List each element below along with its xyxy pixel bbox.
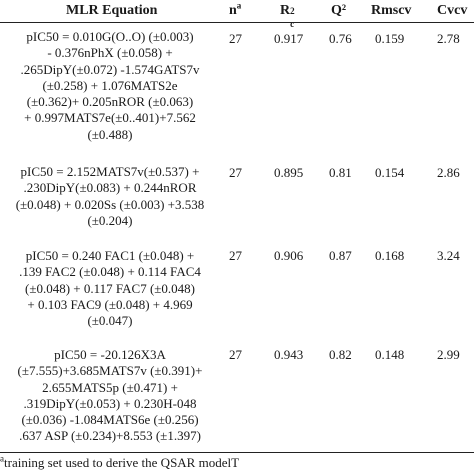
row-4-rmscv: 0.148 [375,347,405,362]
equation-line: (±0.047) [87,313,133,329]
header-cvcv: Cvcv [437,3,468,18]
header-equation: MLR Equation [66,3,158,18]
equation-line: (±0.048) + 0.020Ss (±0.003) +3.538 [15,196,205,212]
row-4-cvcv: 2.99 [437,347,460,362]
equation-line: - 0.376nPhX (±0.058) + [47,45,173,61]
row-1-rmscv: 0.159 [375,31,405,46]
equation-line: (±0.036) -1.084MATS6e (±0.256) [21,412,199,428]
equation-line: + 0.103 FAC9 (±0.048) + 4.969 [27,296,193,312]
row-2-cvcv: 2.86 [437,165,460,180]
row-1-n: 27 [229,31,242,46]
equation-line: (±0.204) [87,212,133,228]
row-2-equation: pIC50 = 2.152MATS7v(±0.537) + .230DipY(±… [0,164,220,229]
equation-line: (±0.488) [87,126,133,142]
row-3-rmscv: 0.168 [375,248,405,263]
row-3-q2: 0.87 [329,248,352,263]
row-2-r2c: 0.895 [274,165,304,180]
equation-line: (±0.048) + 0.117 FAC7 (±0.048) [24,280,195,296]
row-2-q2: 0.81 [329,165,352,180]
header-rule [0,22,474,23]
equation-line: pIC50 = 0.240 FAC1 (±0.048) + [25,248,195,263]
equation-line: pIC50 = -20.126X3A [54,347,166,362]
row-3-r2c: 0.906 [274,248,304,263]
header-rmscv: Rmscv [371,3,412,18]
equation-line: .230DipY(±0.083) + 0.244nROR [23,180,197,196]
equation-line: .637 ASP (±0.234)+8.553 (±1.397) [19,428,201,444]
equation-line: .265DipY(±0.072) -1.574GATS7v [20,61,200,77]
equation-line: + 0.997MATS7e(±0..401)+7.562 [24,110,196,126]
row-4-n: 27 [229,347,242,362]
row-1-r2c: 0.917 [274,31,304,46]
row-1-equation: pIC50 = 0.010G(O..O) (±0.003) - 0.376nPh… [0,29,220,143]
row-3-cvcv: 3.24 [437,248,460,263]
equation-line: 2.655MATS5p (±0.471) + [42,379,178,395]
header-r2-base: R [280,3,291,18]
footnote-marker: a [0,453,4,464]
row-3-equation: pIC50 = 0.240 FAC1 (±0.048) + .139 FAC2 … [0,248,220,329]
row-3-n: 27 [229,248,242,263]
row-1-q2: 0.76 [329,31,352,46]
equation-line: .319DipY(±0.053) + 0.230H-048 [23,395,197,411]
row-2-rmscv: 0.154 [375,165,405,180]
equation-line: (±0.258) + 1.076MATS2e [42,77,178,93]
table-bottom-rule [0,452,474,453]
header-n-base: n [229,3,237,18]
footnote-text: training set used to derive the QSAR mod… [4,455,240,470]
header-n: na [229,0,242,19]
row-4-q2: 0.82 [329,347,352,362]
row-1-cvcv: 2.78 [437,31,460,46]
row-4-r2c: 0.943 [274,347,304,362]
header-q2: Q² [331,3,347,18]
equation-line: .139 FAC2 (±0.048) + 0.114 FAC4 [19,264,201,280]
footnote: atraining set used to derive the QSAR mo… [0,453,240,471]
header-n-sup: a [236,0,242,11]
equation-line: pIC50 = 0.010G(O..O) (±0.003) [26,29,194,44]
equation-line: pIC50 = 2.152MATS7v(±0.537) + [20,164,200,179]
row-4-equation: pIC50 = -20.126X3A (±7.555)+3.685MATS7v … [0,347,220,445]
equation-line: (±0.362)+ 0.205nROR (±0.063) [26,94,194,110]
row-2-n: 27 [229,165,242,180]
equation-line: (±7.555)+3.685MATS7v (±0.391)+ [17,363,203,379]
